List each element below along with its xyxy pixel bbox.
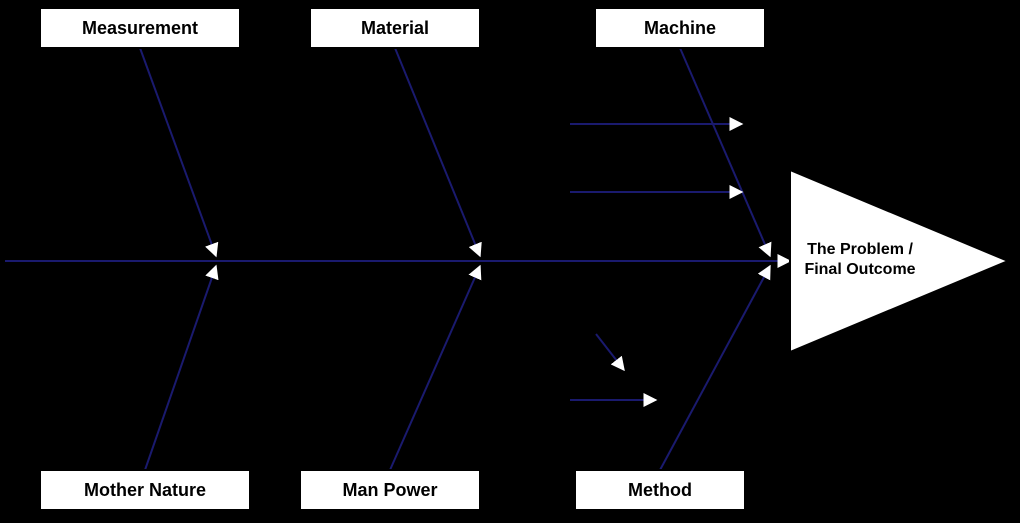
category-label-method: Method <box>628 480 692 500</box>
fishbone-diagram: The Problem / Final Outcome Measurement Mat… <box>0 0 1020 523</box>
problem-label-line2: Final Outcome <box>804 261 915 278</box>
category-label-machine: Machine <box>644 18 716 38</box>
category-label-man-power: Man Power <box>342 480 437 500</box>
category-label-mother-nature: Mother Nature <box>84 480 206 500</box>
problem-label-line1: The Problem / <box>807 241 913 258</box>
category-label-material: Material <box>361 18 429 38</box>
category-label-measurement: Measurement <box>82 18 198 38</box>
